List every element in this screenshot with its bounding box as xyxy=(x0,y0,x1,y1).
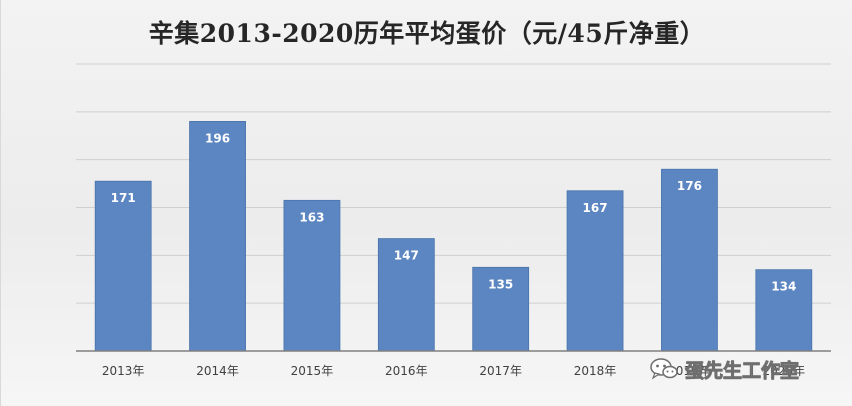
x-tick-labels: 2013年 2014年 2015年 2016年 2017年 2018年 2019年 2020年 xyxy=(102,364,805,378)
bar xyxy=(189,121,246,352)
data-label: 196 xyxy=(205,131,230,145)
data-label: 135 xyxy=(488,277,513,291)
data-label: 163 xyxy=(299,210,324,224)
x-tick-label: 2016年 xyxy=(385,364,428,378)
watermark: 蛋先生工作室 xyxy=(649,356,799,382)
bars xyxy=(94,121,813,352)
x-tick-label: 2020年 xyxy=(763,364,806,378)
wechat-icon xyxy=(650,358,678,380)
bar xyxy=(566,190,624,352)
bar xyxy=(94,180,152,352)
bar xyxy=(283,199,341,352)
x-tick-label: 2019年 xyxy=(668,364,711,378)
data-labels: 171 196 163 147 135 167 176 134 xyxy=(111,131,797,293)
data-label: 171 xyxy=(111,191,136,205)
x-tick-label: 2015年 xyxy=(291,364,334,378)
x-tick-label: 2018年 xyxy=(574,364,617,378)
x-tick-label: 2017年 xyxy=(479,364,522,378)
x-tick-label: 2013年 xyxy=(102,364,145,378)
data-label: 167 xyxy=(583,201,608,215)
x-tick-label: 2014年 xyxy=(196,364,239,378)
data-label: 134 xyxy=(771,280,796,294)
watermark-text: 蛋先生工作室 xyxy=(685,359,800,382)
data-label: 176 xyxy=(677,179,702,193)
chart-title: 辛集2013-2020历年平均蛋价（元/45斤净重） xyxy=(148,19,706,48)
bar xyxy=(661,168,718,352)
data-label: 147 xyxy=(394,249,419,263)
